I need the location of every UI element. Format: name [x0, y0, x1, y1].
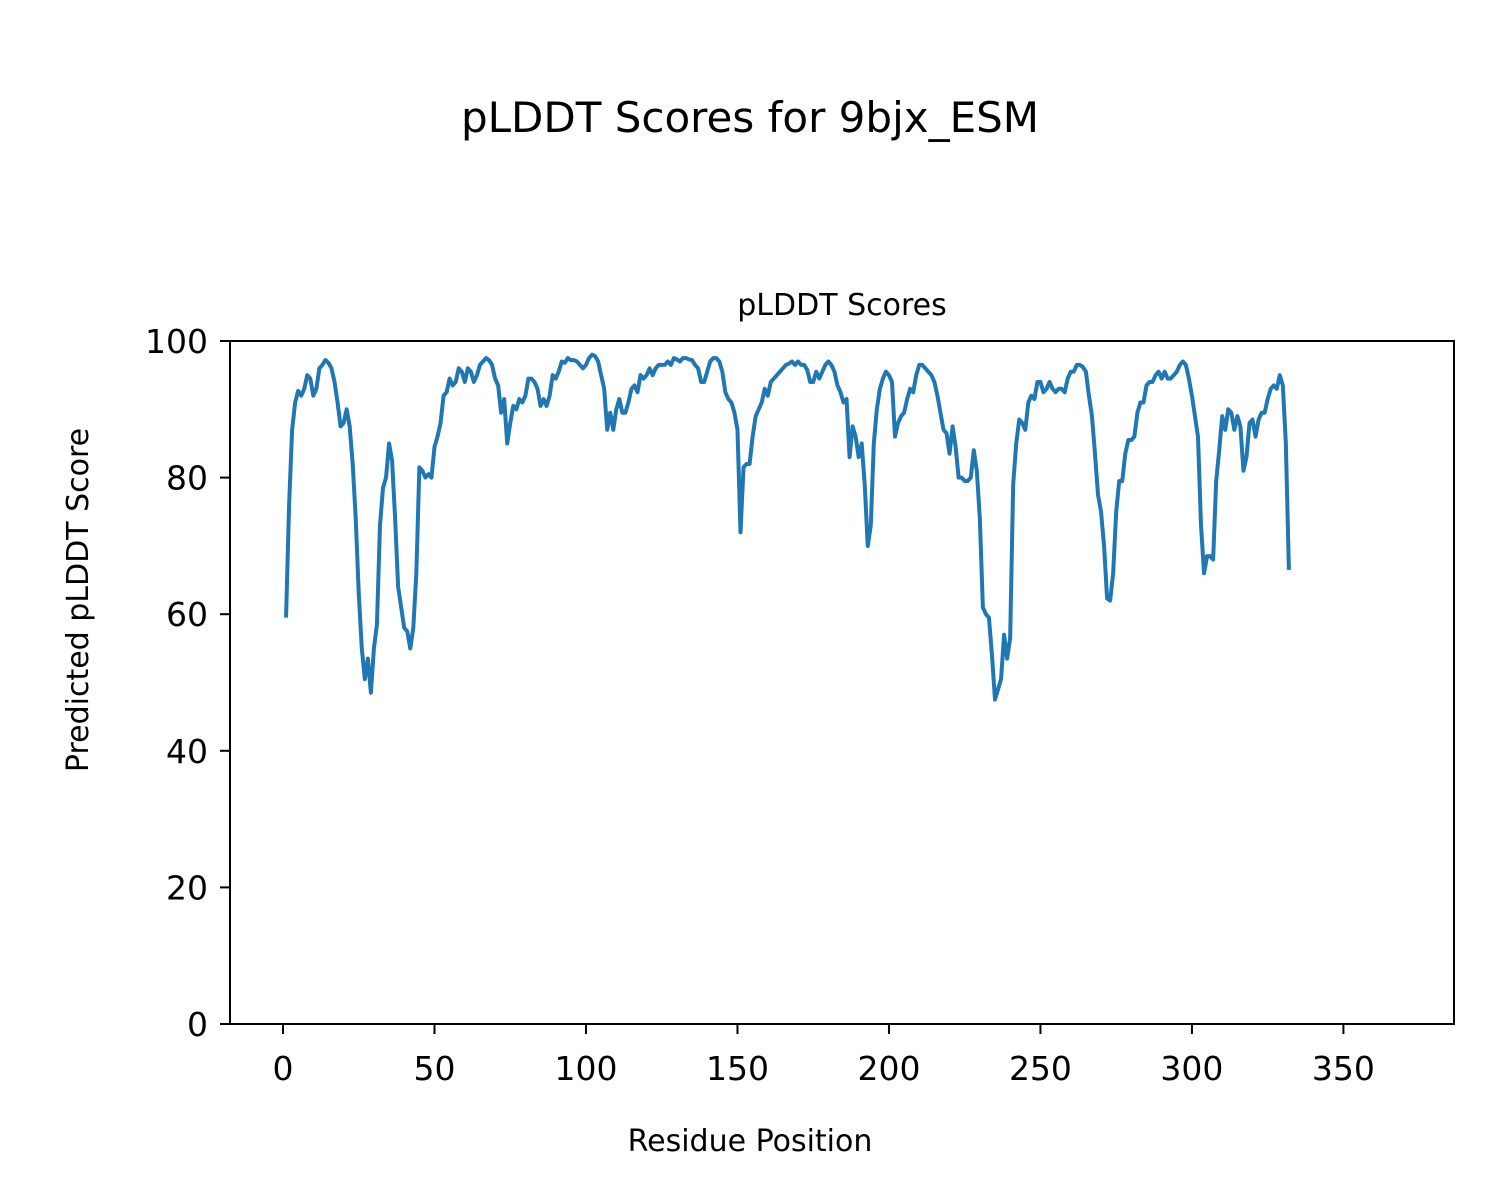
- x-axis-label: Residue Position: [628, 1124, 873, 1159]
- y-tick-label: 0: [187, 1005, 208, 1044]
- x-tick-label: 0: [273, 1049, 294, 1088]
- x-tick-label: 250: [1009, 1049, 1072, 1088]
- chart-title: pLDDT Scores: [737, 288, 946, 323]
- plot-area-frame: [229, 340, 1455, 1025]
- x-tick-label: 200: [857, 1049, 920, 1088]
- y-tick-label: 80: [166, 459, 208, 498]
- y-tick-label: 40: [166, 732, 208, 771]
- plddt-series-line: [284, 352, 1291, 702]
- x-tick-label: 350: [1312, 1049, 1375, 1088]
- x-tick-label: 100: [554, 1049, 617, 1088]
- y-tick-label: 20: [166, 868, 208, 907]
- axis-ticks: 0 50 100 150 200 250 300 350 0 20 40 60 80 100: [145, 322, 1375, 1088]
- y-tick-label: 100: [145, 322, 208, 361]
- y-tick-label: 60: [166, 595, 208, 634]
- x-tick-label: 300: [1160, 1049, 1223, 1088]
- figure-suptitle: pLDDT Scores for 9bjx_ESM: [460, 93, 1040, 142]
- y-axis-label: Predicted pLDDT Score: [61, 428, 96, 772]
- x-tick-label: 150: [706, 1049, 769, 1088]
- x-tick-label: 50: [414, 1049, 456, 1088]
